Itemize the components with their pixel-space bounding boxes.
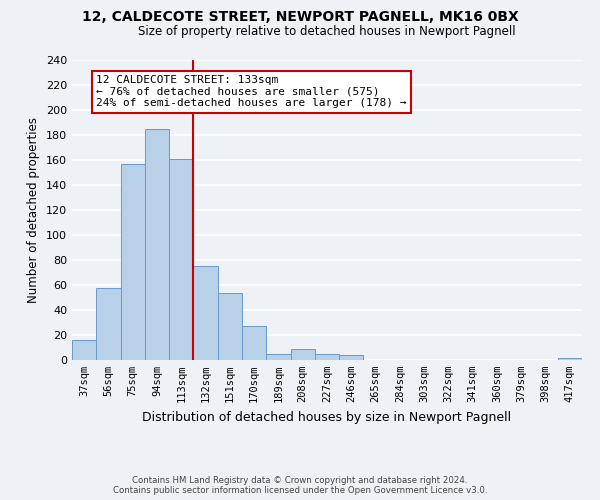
Title: Size of property relative to detached houses in Newport Pagnell: Size of property relative to detached ho…: [138, 25, 516, 38]
Bar: [96, 288, 121, 360]
Bar: [169, 159, 193, 360]
X-axis label: Distribution of detached houses by size in Newport Pagnell: Distribution of detached houses by size …: [142, 410, 512, 424]
Bar: [266, 354, 290, 360]
Bar: [218, 292, 242, 360]
Bar: [121, 164, 145, 360]
Bar: [242, 326, 266, 360]
Y-axis label: Number of detached properties: Number of detached properties: [28, 117, 40, 303]
Bar: [193, 266, 218, 360]
Text: Contains HM Land Registry data © Crown copyright and database right 2024.
Contai: Contains HM Land Registry data © Crown c…: [113, 476, 487, 495]
Bar: [339, 355, 364, 360]
Text: 12 CALDECOTE STREET: 133sqm
← 76% of detached houses are smaller (575)
24% of se: 12 CALDECOTE STREET: 133sqm ← 76% of det…: [96, 75, 407, 108]
Bar: [72, 340, 96, 360]
Bar: [558, 358, 582, 360]
Bar: [145, 128, 169, 360]
Text: 12, CALDECOTE STREET, NEWPORT PAGNELL, MK16 0BX: 12, CALDECOTE STREET, NEWPORT PAGNELL, M…: [82, 10, 518, 24]
Bar: [315, 354, 339, 360]
Bar: [290, 349, 315, 360]
